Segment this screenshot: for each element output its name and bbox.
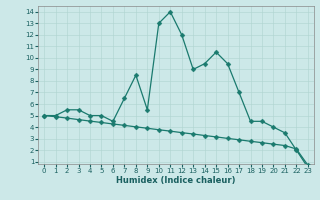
X-axis label: Humidex (Indice chaleur): Humidex (Indice chaleur) <box>116 176 236 185</box>
